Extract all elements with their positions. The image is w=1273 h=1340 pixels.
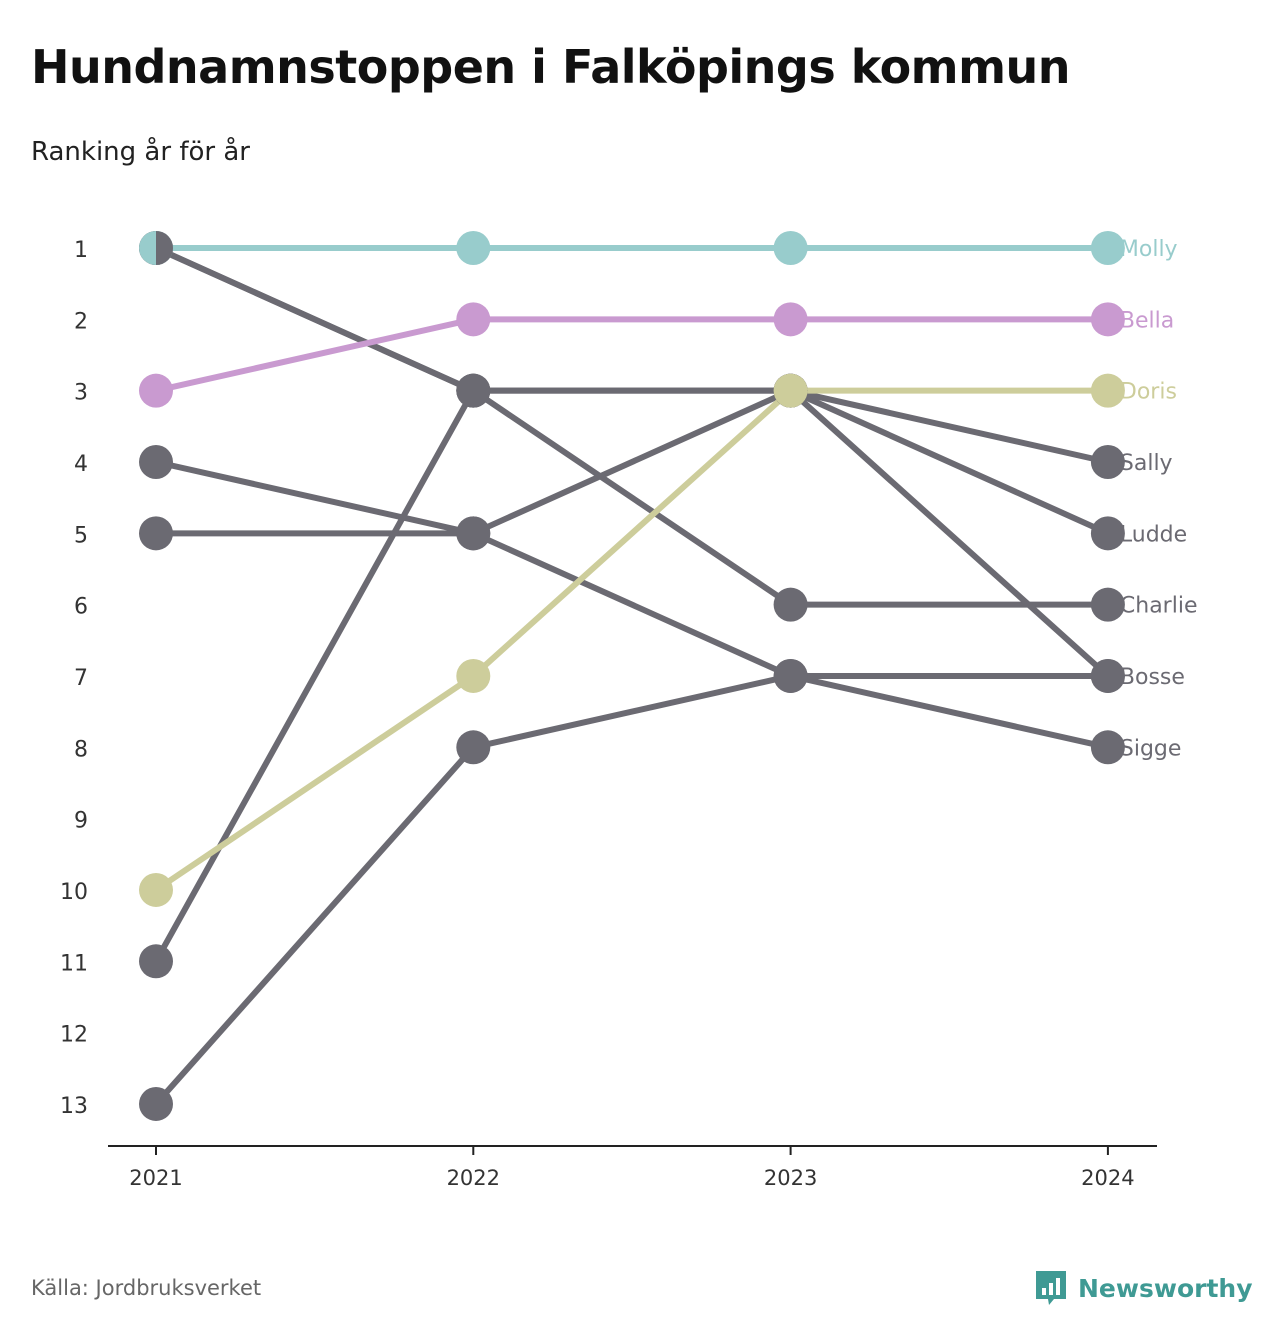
point-sigge-2022 [456,516,491,551]
point-doris-2023 [773,373,808,408]
x-tick-label-2024: 2024 [1081,1166,1134,1190]
point-sally-2022 [456,373,491,408]
point-bella-2022 [456,302,491,337]
point-charlie-2024 [1090,587,1125,622]
series-lines [153,245,1111,1107]
end-label-sigge: Sigge [1120,736,1182,761]
point-bosse-2022 [456,730,491,765]
source-note: Källa: Jordbruksverket [31,1276,262,1300]
series-points [139,231,1125,1121]
chart-title: Hundnamnstoppen i Falköpings kommun [31,40,1071,94]
end-label-molly: Molly [1120,237,1178,262]
series-line-sally-2 [153,387,1111,965]
y-tick-label-4: 4 [74,452,88,477]
x-tick-label-2023: 2023 [764,1166,817,1190]
end-label-charlie: Charlie [1120,594,1198,619]
y-tick-label-3: 3 [74,381,88,406]
point-charlie-2023 [773,587,808,622]
point-ludde-2024 [1090,516,1125,551]
point-sigge-2021 [139,444,173,479]
series-line-charlie-1 [153,245,1111,608]
y-tick-label-5: 5 [74,523,88,548]
point-molly-2023 [773,231,808,265]
series-line-bosse-3 [153,387,1111,679]
point-bella-2023 [773,302,808,337]
point-molly-2022 [456,231,491,265]
point-bella-2021 [139,373,173,408]
point-sigge-2024 [1090,730,1125,765]
point-bella-2024 [1090,302,1125,337]
point-bosse-2024 [1090,658,1125,693]
end-label-sally: Sally [1120,451,1173,476]
y-tick-label-6: 6 [74,595,88,620]
y-tick-label-13: 13 [60,1094,88,1119]
series-line-sigge-4 [153,458,1111,751]
y-tick-label-2: 2 [74,309,88,334]
bar-chart-speech-bubble-icon [1036,1271,1066,1305]
series-line-bosse-5 [153,672,1111,1107]
x-tick-label-2022: 2022 [447,1166,500,1190]
series-line-doris-6 [153,387,1111,893]
point-bosse-2021 [139,1086,173,1121]
point-doris-2024 [1090,373,1125,408]
point-bosse-2021 [139,516,173,551]
end-label-bella: Bella [1120,308,1174,333]
end-label-ludde: Ludde [1120,522,1187,547]
point-bosse-2023 [773,658,808,693]
point-sally-2024 [1090,444,1125,479]
end-labels: Molly Bella Doris Sally Ludde Charlie Bosse Sig… [1120,237,1198,761]
y-tick-label-10: 10 [60,880,88,905]
x-axis: 2021 2022 2023 2024 [108,1145,1157,1190]
point-doris-2022 [456,658,491,693]
y-tick-label-12: 12 [60,1023,88,1048]
point-doris-2021 [139,872,173,907]
y-tick-label-11: 11 [60,951,88,976]
end-label-bosse: Bosse [1120,665,1185,690]
brand-logo[interactable]: Newsworthy [1034,1268,1253,1308]
series-line-bella-7 [153,316,1111,394]
y-tick-label-8: 8 [74,737,88,762]
point-overlap-2021-rank1 [156,231,173,265]
y-tick-label-1: 1 [74,238,88,263]
brand-name: Newsworthy [1078,1273,1253,1303]
x-tick-label-2021: 2021 [129,1166,182,1190]
point-molly-2024 [1090,231,1125,265]
end-label-doris: Doris [1120,380,1177,405]
chart-subtitle: Ranking år för år [31,137,250,167]
y-tick-label-9: 9 [74,809,88,834]
point-sally-2021 [139,944,173,979]
y-tick-label-7: 7 [74,666,88,691]
